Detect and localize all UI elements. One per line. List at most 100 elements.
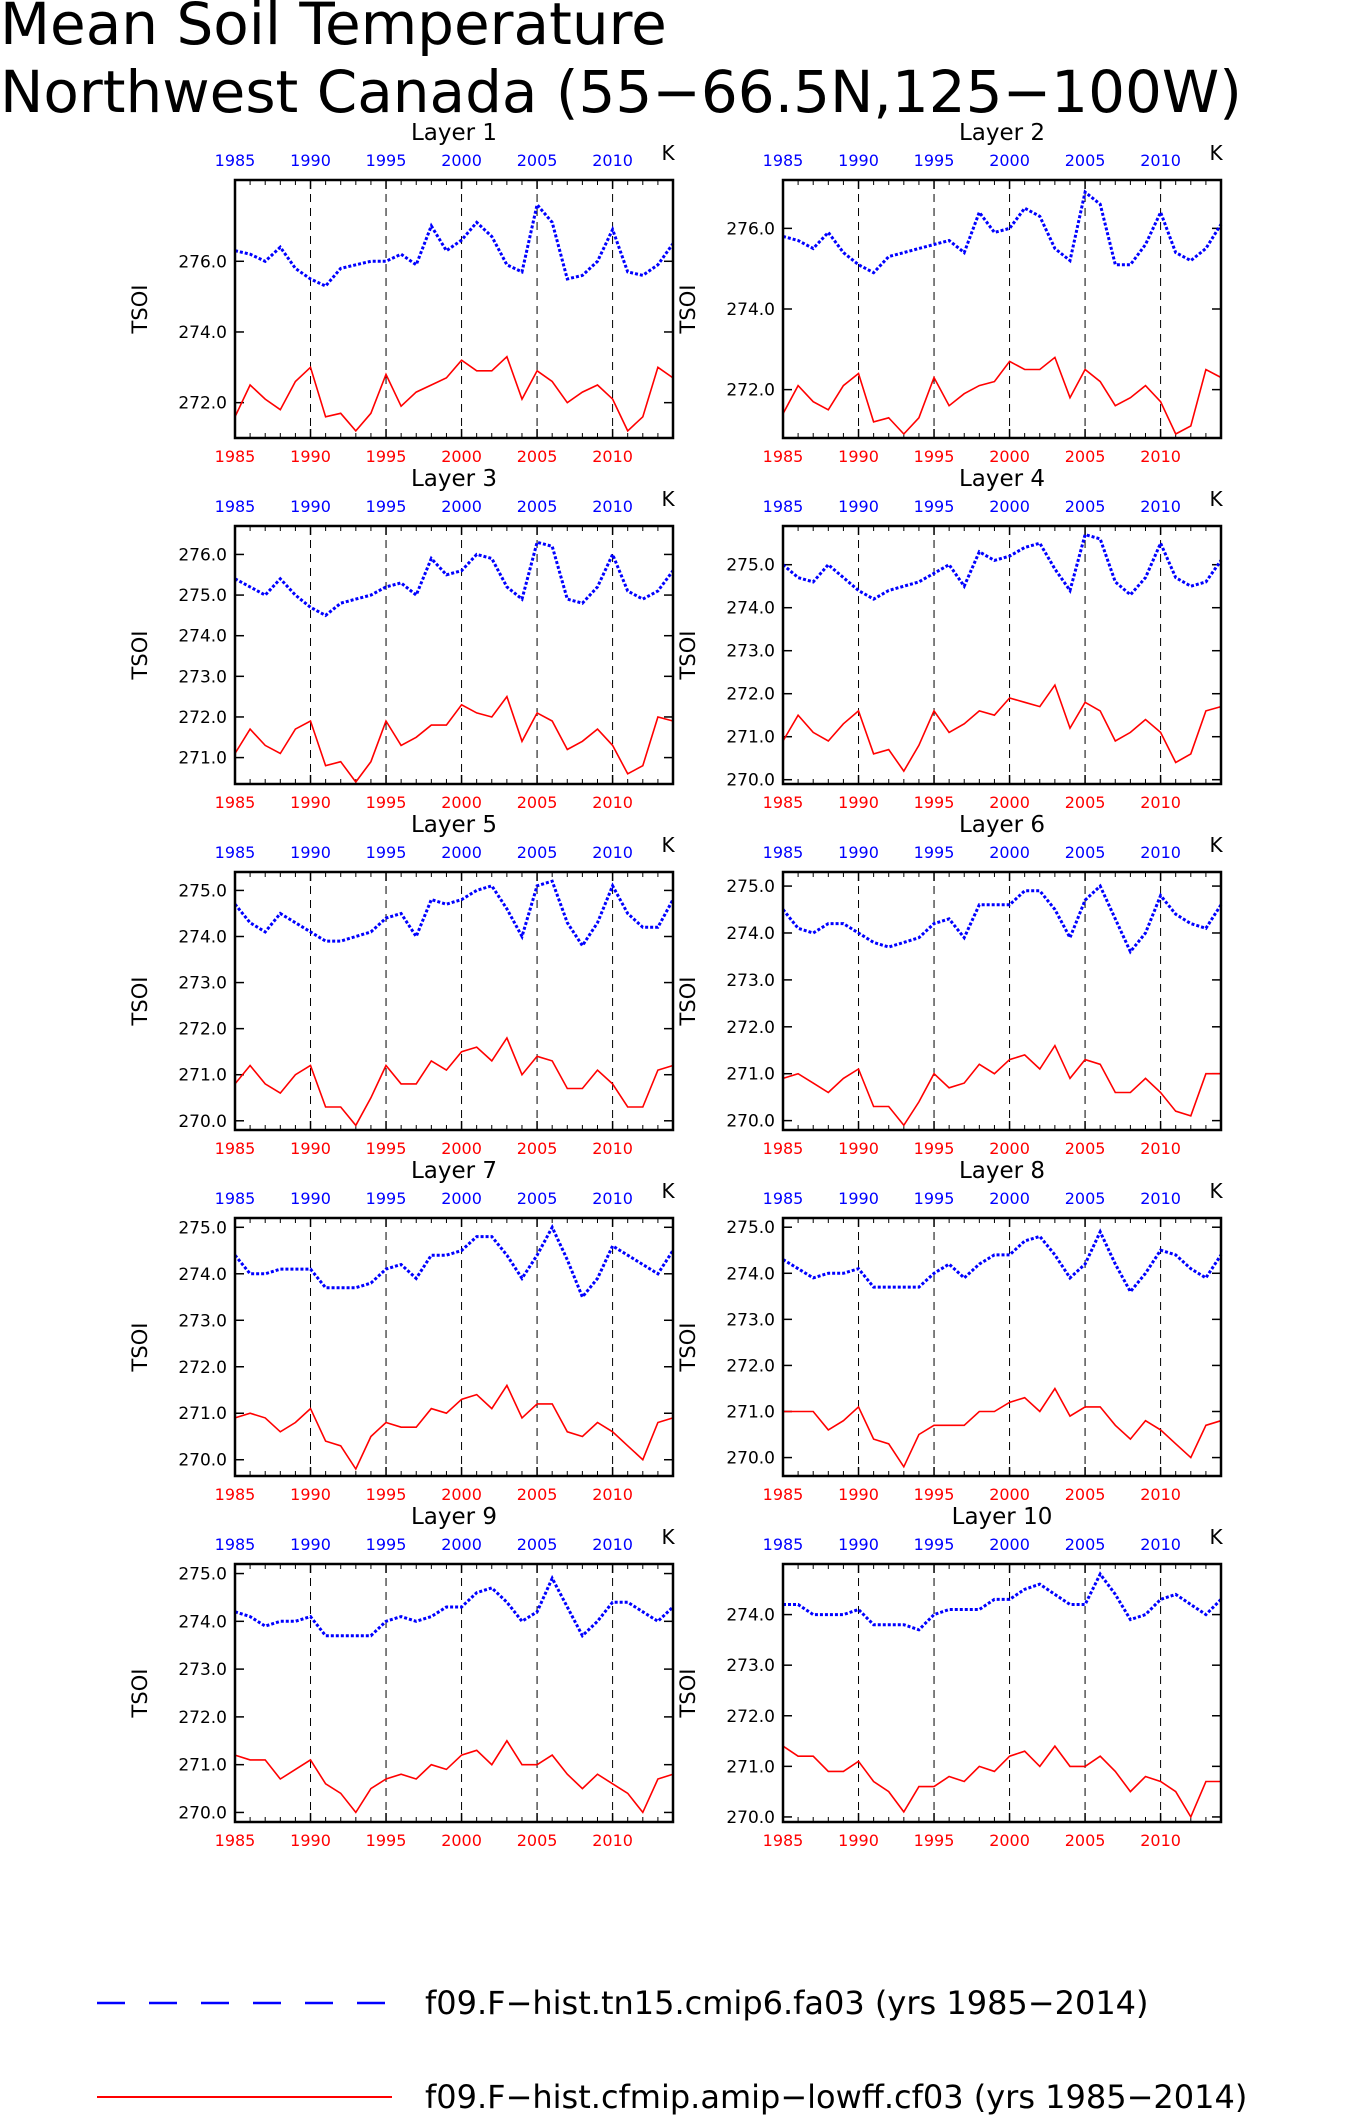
series-line-blue <box>782 189 1223 275</box>
y-tick-label: 274.0 <box>726 1264 775 1284</box>
y-tick-label: 271.0 <box>178 1756 227 1776</box>
x-tick-label-bottom: 1985 <box>215 447 256 466</box>
x-tick-label-bottom: 1990 <box>290 447 331 466</box>
x-tick-label-bottom: 2010 <box>592 793 633 812</box>
x-tick-label-bottom: 1985 <box>763 1139 804 1158</box>
x-tick-label-bottom: 2005 <box>517 447 558 466</box>
units-label: K <box>661 833 675 857</box>
y-axis-label: TSOI <box>128 1669 152 1719</box>
plot-frame <box>233 178 675 440</box>
y-axis-label: TSOI <box>676 1323 700 1373</box>
x-tick-label-top: 1985 <box>215 1189 256 1208</box>
x-tick-label-top: 2005 <box>517 843 558 862</box>
x-tick-label-bottom: 2010 <box>592 1139 633 1158</box>
panel-title: Layer 4 <box>959 466 1045 492</box>
panel-layer-2: Layer 2 K TSOI 1985 1985 1990 1990 1995 1995 2000… <box>676 120 1223 466</box>
x-tick-label-bottom: 1995 <box>914 1139 955 1158</box>
y-axis-label: TSOI <box>128 1323 152 1373</box>
x-tick-label-top: 1985 <box>215 1535 256 1554</box>
panel-title: Layer 7 <box>411 1158 497 1184</box>
y-axis-label: TSOI <box>676 631 700 681</box>
plot-frame <box>233 870 675 1132</box>
units-label: K <box>1209 141 1223 165</box>
plot-frame <box>781 178 1223 440</box>
y-tick-label: 275.0 <box>178 1565 227 1585</box>
x-tick-label-bottom: 1985 <box>215 793 256 812</box>
y-axis-label: TSOI <box>676 285 700 335</box>
panel-title: Layer 10 <box>952 1504 1053 1530</box>
x-tick-label-bottom: 2010 <box>592 447 633 466</box>
panel-title: Layer 1 <box>411 120 497 146</box>
units-label: K <box>1209 1179 1223 1203</box>
series-line-red <box>234 694 674 784</box>
x-tick-label-bottom: 2005 <box>517 793 558 812</box>
x-tick-label-top: 2005 <box>517 1535 558 1554</box>
series-line-red <box>782 683 1222 773</box>
y-tick-label: 275.0 <box>178 881 227 901</box>
y-tick-label: 272.0 <box>726 1707 775 1727</box>
y-tick-label: 276.0 <box>726 219 775 239</box>
series-line-red <box>782 1043 1221 1127</box>
x-tick-label-top: 1995 <box>366 1189 407 1208</box>
series-line-blue <box>233 1223 675 1300</box>
x-tick-label-bottom: 1990 <box>838 1485 879 1504</box>
x-tick-label-top: 2000 <box>441 843 482 862</box>
panel-title: Layer 6 <box>959 812 1045 838</box>
y-tick-label: 272.0 <box>726 381 775 401</box>
series-line-blue <box>233 879 675 949</box>
y-tick-label: 274.0 <box>178 1612 227 1632</box>
x-tick-label-bottom: 2005 <box>1065 793 1106 812</box>
x-tick-label-top: 2010 <box>592 1189 633 1208</box>
x-tick-label-top: 2000 <box>989 497 1030 516</box>
y-tick-label: 270.0 <box>178 1112 227 1132</box>
y-axis-label: TSOI <box>128 631 152 681</box>
x-tick-label-top: 2000 <box>989 843 1030 862</box>
series-line-blue <box>234 1574 675 1639</box>
x-tick-label-top: 1990 <box>838 1189 879 1208</box>
y-tick-label: 274.0 <box>178 1265 227 1285</box>
x-tick-label-top: 1995 <box>914 1535 955 1554</box>
x-tick-label-bottom: 1985 <box>215 1139 256 1158</box>
x-tick-label-top: 2000 <box>441 497 482 516</box>
y-tick-label: 276.0 <box>178 252 227 272</box>
plot-frame <box>781 1562 1223 1824</box>
x-tick-label-top: 1995 <box>914 497 955 516</box>
x-tick-label-bottom: 2000 <box>441 1831 482 1850</box>
units-label: K <box>661 1179 675 1203</box>
x-tick-label-bottom: 1985 <box>763 447 804 466</box>
y-tick-label: 273.0 <box>726 1310 775 1330</box>
y-tick-label: 270.0 <box>726 771 775 791</box>
y-tick-label: 273.0 <box>726 642 775 662</box>
x-tick-label-top: 2005 <box>517 497 558 516</box>
x-tick-label-top: 2010 <box>592 1535 633 1554</box>
x-tick-label-top: 2010 <box>1140 1189 1181 1208</box>
x-tick-label-bottom: 1990 <box>290 1139 331 1158</box>
x-tick-label-bottom: 1990 <box>290 1485 331 1504</box>
legend: f09.F−hist.tn15.cmip6.fa03 (yrs 1985−201… <box>97 1984 1247 2116</box>
y-tick-label: 272.0 <box>178 394 227 414</box>
x-tick-label-top: 1990 <box>290 151 331 170</box>
x-tick-label-bottom: 2000 <box>441 1139 482 1158</box>
x-tick-label-top: 1990 <box>838 1535 879 1554</box>
y-tick-label: 274.0 <box>178 323 227 343</box>
units-label: K <box>1209 833 1223 857</box>
y-tick-label: 270.0 <box>726 1112 775 1132</box>
x-tick-label-bottom: 1995 <box>366 1139 407 1158</box>
x-tick-label-bottom: 2000 <box>989 1831 1030 1850</box>
x-tick-label-bottom: 2010 <box>1140 447 1181 466</box>
x-tick-label-top: 2005 <box>1065 151 1106 170</box>
y-tick-label: 275.0 <box>726 556 775 576</box>
x-tick-label-bottom: 1985 <box>763 1485 804 1504</box>
x-tick-label-bottom: 2000 <box>989 1485 1030 1504</box>
y-tick-label: 271.0 <box>178 1066 227 1086</box>
x-tick-label-bottom: 2000 <box>441 447 482 466</box>
x-tick-label-bottom: 2010 <box>1140 1139 1181 1158</box>
x-tick-label-bottom: 1985 <box>215 1831 256 1850</box>
series-line-blue <box>783 1571 1223 1632</box>
y-tick-label: 270.0 <box>178 1803 227 1823</box>
units-label: K <box>1209 487 1223 511</box>
x-tick-label-bottom: 1990 <box>838 1139 879 1158</box>
x-tick-label-bottom: 1995 <box>366 1831 407 1850</box>
